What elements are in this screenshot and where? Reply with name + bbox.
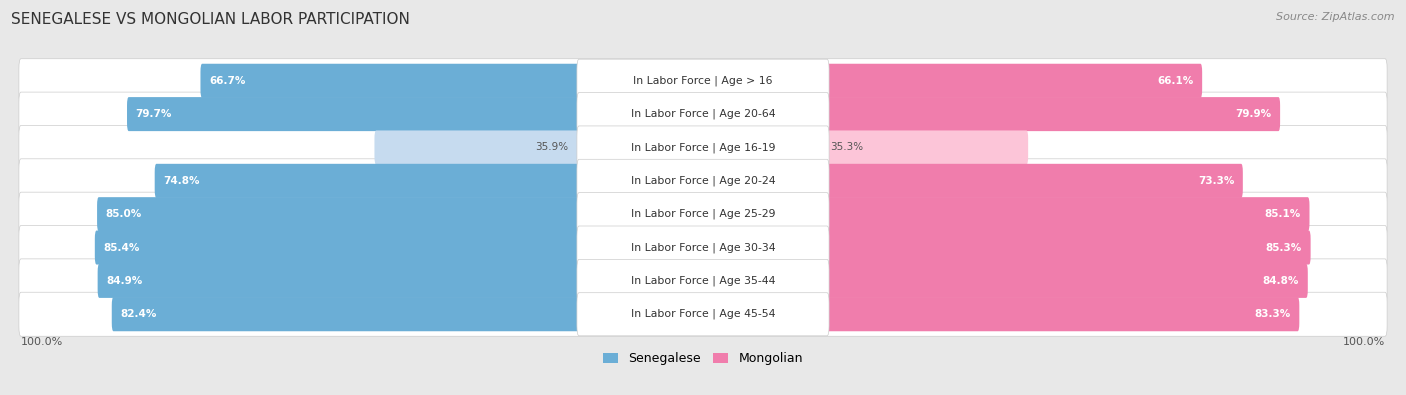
- FancyBboxPatch shape: [127, 97, 581, 131]
- FancyBboxPatch shape: [18, 192, 1388, 236]
- Text: 85.4%: 85.4%: [104, 243, 139, 252]
- Text: 82.4%: 82.4%: [121, 309, 156, 319]
- FancyBboxPatch shape: [155, 164, 581, 198]
- Legend: Senegalese, Mongolian: Senegalese, Mongolian: [603, 352, 803, 365]
- Text: In Labor Force | Age > 16: In Labor Force | Age > 16: [633, 75, 773, 86]
- Text: In Labor Force | Age 30-34: In Labor Force | Age 30-34: [631, 242, 775, 253]
- Text: In Labor Force | Age 20-64: In Labor Force | Age 20-64: [631, 109, 775, 119]
- Text: 79.7%: 79.7%: [135, 109, 172, 119]
- Text: 84.8%: 84.8%: [1263, 276, 1299, 286]
- Text: In Labor Force | Age 20-24: In Labor Force | Age 20-24: [631, 175, 775, 186]
- Text: 100.0%: 100.0%: [21, 337, 63, 346]
- Text: 35.9%: 35.9%: [536, 143, 568, 152]
- FancyBboxPatch shape: [94, 231, 581, 265]
- FancyBboxPatch shape: [18, 259, 1388, 303]
- FancyBboxPatch shape: [18, 126, 1388, 169]
- FancyBboxPatch shape: [18, 226, 1388, 269]
- FancyBboxPatch shape: [576, 126, 830, 169]
- FancyBboxPatch shape: [18, 159, 1388, 203]
- Text: In Labor Force | Age 25-29: In Labor Force | Age 25-29: [631, 209, 775, 220]
- FancyBboxPatch shape: [97, 197, 581, 231]
- FancyBboxPatch shape: [97, 264, 581, 298]
- FancyBboxPatch shape: [825, 97, 1279, 131]
- Text: Source: ZipAtlas.com: Source: ZipAtlas.com: [1277, 12, 1395, 22]
- FancyBboxPatch shape: [825, 297, 1299, 331]
- FancyBboxPatch shape: [111, 297, 581, 331]
- FancyBboxPatch shape: [825, 130, 1028, 164]
- FancyBboxPatch shape: [825, 231, 1310, 265]
- FancyBboxPatch shape: [825, 264, 1308, 298]
- Text: 74.8%: 74.8%: [163, 176, 200, 186]
- FancyBboxPatch shape: [576, 92, 830, 135]
- Text: 66.1%: 66.1%: [1157, 76, 1194, 86]
- Text: 66.7%: 66.7%: [209, 76, 246, 86]
- Text: 79.9%: 79.9%: [1236, 109, 1271, 119]
- FancyBboxPatch shape: [576, 260, 830, 303]
- Text: In Labor Force | Age 35-44: In Labor Force | Age 35-44: [631, 276, 775, 286]
- FancyBboxPatch shape: [576, 193, 830, 236]
- FancyBboxPatch shape: [576, 159, 830, 202]
- FancyBboxPatch shape: [825, 64, 1202, 98]
- FancyBboxPatch shape: [576, 59, 830, 102]
- Text: 85.3%: 85.3%: [1265, 243, 1302, 252]
- Text: SENEGALESE VS MONGOLIAN LABOR PARTICIPATION: SENEGALESE VS MONGOLIAN LABOR PARTICIPAT…: [11, 12, 411, 27]
- Text: In Labor Force | Age 16-19: In Labor Force | Age 16-19: [631, 142, 775, 153]
- FancyBboxPatch shape: [576, 293, 830, 336]
- Text: 100.0%: 100.0%: [1343, 337, 1385, 346]
- Text: 73.3%: 73.3%: [1198, 176, 1234, 186]
- Text: 85.0%: 85.0%: [105, 209, 142, 219]
- FancyBboxPatch shape: [825, 164, 1243, 198]
- Text: In Labor Force | Age 45-54: In Labor Force | Age 45-54: [631, 309, 775, 320]
- Text: 85.1%: 85.1%: [1264, 209, 1301, 219]
- FancyBboxPatch shape: [18, 292, 1388, 336]
- Text: 84.9%: 84.9%: [107, 276, 142, 286]
- FancyBboxPatch shape: [576, 226, 830, 269]
- FancyBboxPatch shape: [18, 59, 1388, 103]
- FancyBboxPatch shape: [374, 130, 581, 164]
- FancyBboxPatch shape: [201, 64, 581, 98]
- FancyBboxPatch shape: [825, 197, 1309, 231]
- Text: 83.3%: 83.3%: [1254, 309, 1291, 319]
- FancyBboxPatch shape: [18, 92, 1388, 136]
- Text: 35.3%: 35.3%: [831, 143, 863, 152]
